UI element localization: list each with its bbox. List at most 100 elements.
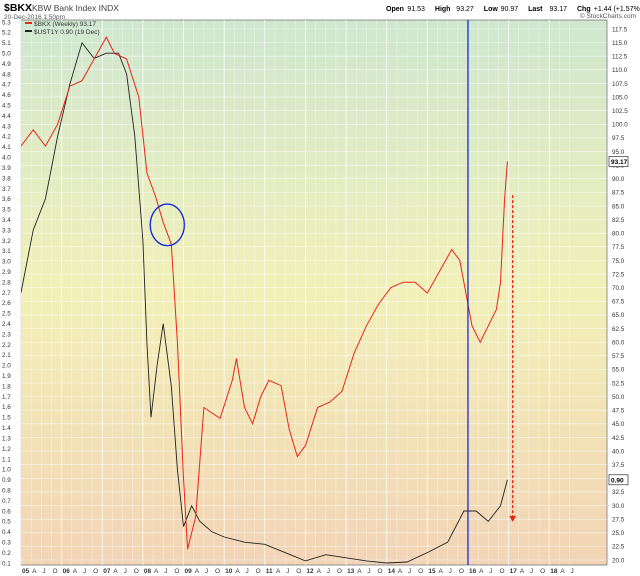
left-tick-label: 1.2 [2,446,11,453]
left-tick-label: 0.2 [2,550,11,557]
quote-value-open: 91.53 [407,6,425,13]
left-tick-label: 3.8 [2,175,11,182]
x-tick-label: J [83,568,86,575]
x-tick-label: A [235,568,240,575]
x-tick-label: A [520,568,525,575]
quote-label-last: Last [528,6,543,13]
x-tick-label: 05 [22,568,30,575]
legend-label-ust1y: $UST1Y 0.90 (19 Dec) [34,29,100,36]
quote-value-high: 93.27 [456,6,474,13]
left-tick-label: 3.7 [2,186,11,193]
x-tick-label: A [438,568,443,575]
left-tick-label: 5.2 [2,30,11,37]
quote-value-last: 93.17 [550,6,568,13]
x-tick-label: J [245,568,248,575]
left-tick-label: 0.9 [2,477,11,484]
left-tick-label: 4.3 [2,123,11,130]
left-tick-label: 4.4 [2,113,11,120]
left-tick-label: 3.1 [2,248,11,255]
right-tick-label: 62.5 [612,326,625,333]
legend: $BKX (Weekly) 93.17 $UST1Y 0.90 (19 Dec) [25,21,100,36]
left-tick-label: 0.3 [2,539,11,546]
x-tick-label: O [459,568,464,575]
x-tick-label: A [154,568,159,575]
x-tick-label: A [113,568,118,575]
right-tick-label: 70.0 [612,285,625,292]
right-tick-label: 37.5 [612,462,625,469]
x-tick-label: J [367,568,370,575]
right-tick-label: 115.0 [612,40,628,47]
x-tick-label: O [418,568,423,575]
left-tick-label: 2.4 [2,321,11,328]
x-tick-label: A [195,568,200,575]
left-tick-label: 4.5 [2,103,11,110]
x-tick-label: O [540,568,545,575]
quote-label-low: Low [484,6,499,13]
left-tick-label: 4.6 [2,92,11,99]
left-tick-label: 4.8 [2,71,11,78]
x-tick-label: O [174,568,179,575]
x-tick-label: 16 [469,568,477,575]
left-tick-label: 3.0 [2,259,11,266]
right-tick-label: 30.0 [612,503,625,510]
x-axis: 05 A J O 06 A J O 07 A J O 08 A J O 09 A J O 10 A J O 11 A J O 12 A J O… [22,568,574,575]
right-tick-label: 102.5 [612,108,628,115]
left-tick-label: 3.9 [2,165,11,172]
left-tick-label: 0.1 [2,560,11,567]
right-tick-label: 75.0 [612,258,625,265]
right-tick-label: 25.0 [612,530,625,537]
series-ust1y-line [21,41,508,564]
right-tick-label: 105.0 [612,94,628,101]
x-tick-label: O [93,568,98,575]
left-tick-label: 2.6 [2,300,11,307]
right-tick-label: 32.5 [612,489,625,496]
x-tick-label: O [378,568,383,575]
right-tick-label: 57.5 [612,353,625,360]
quote-label-chg: Chg [577,6,591,13]
x-tick-label: A [32,568,37,575]
right-tick-label: 60.0 [612,339,625,346]
left-tick-label: 4.0 [2,155,11,162]
left-tick-label: 2.7 [2,290,11,297]
x-tick-label: A [73,568,78,575]
price-badge-box [608,474,629,486]
x-tick-label: A [357,568,362,575]
chart-name: KBW Bank Index INDX [32,3,119,13]
right-tick-label: 50.0 [612,394,625,401]
right-tick-label: 80.0 [612,231,625,238]
x-tick-label: 14 [388,568,396,575]
left-tick-label: 0.5 [2,519,11,526]
right-tick-label: 110.0 [612,67,628,74]
gridlines [20,20,607,565]
x-tick-label: 11 [266,568,273,575]
x-tick-label: 07 [103,568,111,575]
right-tick-label: 27.5 [612,516,625,523]
x-tick-label: J [124,568,127,575]
x-tick-label: O [256,568,261,575]
right-tick-label: 112.5 [612,54,628,61]
right-tick-label: 82.5 [612,217,625,224]
left-tick-label: 1.9 [2,373,11,380]
x-tick-label: J [327,568,330,575]
x-tick-label: 18 [550,568,558,575]
right-tick-label: 95.0 [612,149,625,156]
x-tick-label: 17 [510,568,518,575]
x-tick-label: J [571,568,574,575]
left-tick-label: 1.8 [2,383,11,390]
left-tick-label: 2.3 [2,331,11,338]
left-tick-label: 3.2 [2,238,11,245]
right-tick-label: 97.5 [612,135,625,142]
x-tick-label: A [317,568,322,575]
right-tick-label: 117.5 [612,26,628,33]
chart-date: 20-Dec-2016 1:50pm [4,14,65,21]
right-tick-label: 40.0 [612,448,625,455]
right-tick-label: 72.5 [612,271,625,278]
left-tick-label: 1.5 [2,415,11,422]
quote-value-low: 90.97 [501,6,519,13]
left-axis: 0.1 0.2 0.3 0.4 0.5 0.6 0.7 0.8 0.9 1.0 1.1 1.2 1.3 1… [2,19,11,567]
left-tick-label: 4.9 [2,61,11,68]
legend-swatch-bkx [25,22,32,24]
x-tick-label: J [205,568,208,575]
right-tick-label: 45.0 [612,421,625,428]
left-tick-label: 1.3 [2,435,11,442]
